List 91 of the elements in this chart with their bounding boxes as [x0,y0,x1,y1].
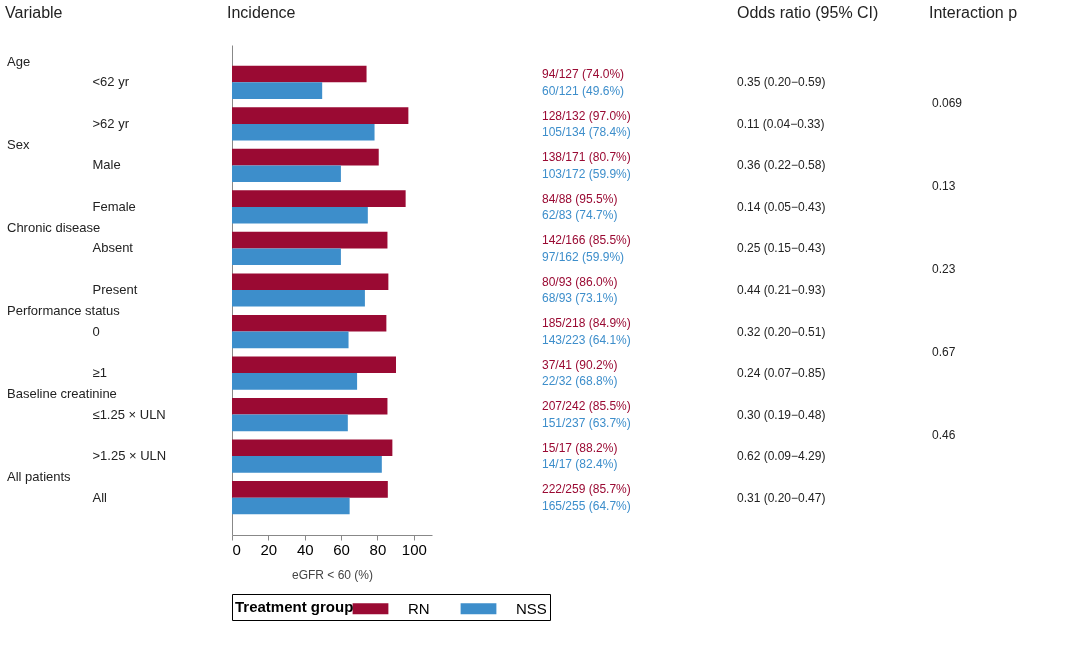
y-tick-label: >1.25 × ULN [92,448,167,464]
y-tick-label: Present [92,282,138,297]
x-tick-label: 20 [260,540,278,558]
text: 37/41 (90.2%) [542,357,618,372]
text: 0.31 (0.20−0.47) [737,490,826,505]
bar [232,248,341,266]
text: Chronic disease [7,219,101,235]
text: All patients [7,468,72,484]
x-tick-label: 80 [369,540,387,558]
text: 0.24 (0.07−0.85) [737,366,826,381]
bar [232,356,396,374]
bar [232,456,382,473]
bar [232,165,341,183]
text: 103/172 (59.9%) [542,166,631,181]
text: 0.32 (0.20−0.51) [737,324,826,339]
y-tick-label: All [92,489,108,505]
bar [232,481,388,498]
text: 207/242 (85.5%) [542,399,631,414]
bar [232,373,358,390]
legend-label: RN [408,599,430,617]
text: 84/88 (95.5%) [542,191,618,206]
bar [232,439,393,457]
y-tick-label: >62 yr [92,115,130,131]
text: 0.67 [932,345,956,360]
text: 128/132 (97.0%) [542,108,631,123]
y-tick-label: Male [92,157,121,173]
y-tick-label: 0 [92,323,100,339]
y-tick-label: Absent [92,240,134,256]
text: 222/259 (85.7%) [542,482,631,497]
text: Age [7,53,31,69]
bar [232,107,409,124]
text: 97/162 (59.9%) [542,249,625,264]
x-axis-title: eGFR < 60 (%) [291,567,374,582]
bar [232,65,367,83]
bar [232,497,350,515]
y-tick-label: ≥1 [92,365,107,381]
text: 0.25 (0.15−0.43) [737,241,826,256]
text: 68/93 (73.1%) [542,291,618,306]
text: Variable [5,4,63,21]
text: 62/83 (74.7%) [542,208,618,223]
bar [232,397,388,415]
text: 80/93 (86.0%) [542,274,618,289]
legend-title: Treatment group [235,598,354,615]
text: 185/218 (84.9%) [542,316,631,331]
text: 105/134 (78.4%) [542,125,631,140]
text: Baseline creatinine [7,385,117,401]
bar [232,82,323,99]
bar [232,206,368,224]
text: Odds ratio (95% CI) [737,4,879,21]
bar [232,414,348,432]
text: 0.069 [932,96,963,111]
text: 151/237 (63.7%) [542,415,631,430]
text: 0.23 [932,262,956,277]
text: Performance status [7,302,121,318]
text: Sex [7,136,30,152]
bar [232,148,379,166]
text: 22/32 (68.8%) [542,374,618,389]
bar [232,314,387,332]
text: Interaction p [929,4,1018,21]
text: 142/166 (85.5%) [542,233,631,248]
y-tick-label: Female [92,198,136,214]
text: 0.44 (0.21−0.93) [737,283,826,297]
y-tick-label: ≤1.25 × ULN [92,406,166,422]
bar [232,231,388,249]
x-tick-label: 100 [401,540,427,558]
bar [232,290,365,307]
text: 0.46 [932,428,956,443]
x-tick-label: 40 [296,540,314,558]
text: 15/17 (88.2%) [542,440,618,455]
text: 0.14 (0.05−0.43) [737,199,826,214]
bar [232,190,406,207]
text: 0.35 (0.20−0.59) [737,75,826,90]
text: 138/171 (80.7%) [542,150,631,165]
y-tick-label: <62 yr [92,74,130,90]
text: 0.62 (0.09−4.29) [737,449,826,464]
text: 143/223 (64.1%) [542,332,631,347]
legend-label: NSS [516,599,547,617]
x-tick-label: 0 [232,540,241,558]
text: 0.13 [932,179,956,194]
text: 0.36 (0.22−0.58) [737,158,826,173]
bar [232,331,349,349]
text: 0.30 (0.19−0.48) [737,407,826,422]
text: 165/255 (64.7%) [542,498,631,513]
text: 0.11 (0.04−0.33) [737,116,825,131]
x-tick-label: 60 [333,540,350,558]
text: 94/127 (74.0%) [542,67,625,82]
bar [232,123,375,141]
text: 60/121 (49.6%) [542,83,625,98]
text: Incidence [227,4,296,21]
text: 14/17 (82.4%) [542,457,618,472]
bar [232,273,389,290]
